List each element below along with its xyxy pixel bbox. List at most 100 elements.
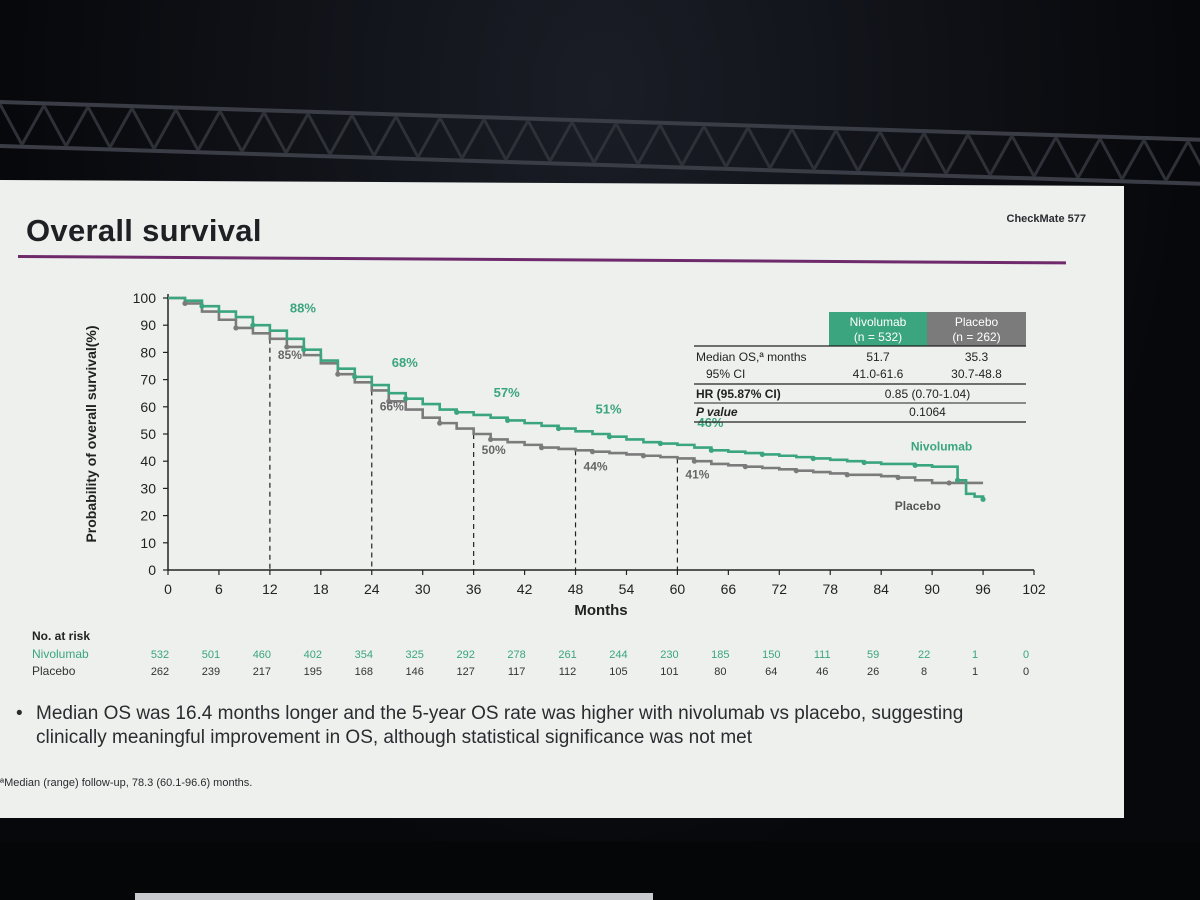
- truss-strut: [438, 117, 464, 160]
- median-os-label: Median OS,ª months: [696, 350, 807, 364]
- truss-strut: [988, 135, 1014, 176]
- truss-strut: [1010, 135, 1036, 178]
- ci-label: 95% CI: [706, 367, 745, 381]
- risk-count: 239: [202, 666, 220, 678]
- truss-strut: [900, 132, 926, 174]
- ci-nivolumab: 41.0-61.6: [853, 367, 904, 381]
- placebo-censor-mark: [895, 474, 901, 481]
- placebo-censor-mark: [488, 436, 494, 443]
- risk-count: 262: [151, 666, 169, 678]
- truss-strut: [20, 104, 46, 146]
- nivolumab-series-label: Nivolumab: [911, 439, 972, 453]
- truss-strut: [240, 111, 266, 153]
- hr-label: HR (95.87% CI): [696, 387, 781, 401]
- placebo-censor-mark: [386, 398, 392, 404]
- placebo-landmark-label: 50%: [482, 443, 506, 457]
- risk-count: 244: [609, 649, 627, 661]
- y-axis-title: Probability of overall survival(%): [83, 325, 99, 542]
- placebo-censor-mark: [335, 371, 341, 377]
- truss-strut: [42, 104, 68, 147]
- risk-count: 278: [507, 649, 525, 661]
- x-tick-label: 30: [415, 581, 431, 597]
- truss-strut: [878, 130, 904, 174]
- risk-count: 105: [609, 666, 627, 678]
- truss-strut: [108, 107, 134, 149]
- summary-text: Median OS was 16.4 months longer and the…: [36, 703, 964, 748]
- nivolumab-censor-mark: [301, 347, 307, 353]
- truss-strut: [702, 125, 728, 168]
- x-axis-title: Months: [574, 602, 627, 619]
- nivolumab-landmark-label: 57%: [494, 385, 520, 400]
- risk-count: 217: [253, 666, 271, 678]
- truss-strut: [416, 117, 442, 158]
- truss-strut: [196, 110, 222, 151]
- truss-strut: [460, 118, 486, 160]
- risk-count: 59: [867, 649, 879, 661]
- risk-count: 22: [918, 649, 930, 661]
- truss-strut: [746, 126, 772, 169]
- x-tick-label: 72: [772, 581, 788, 597]
- nivolumab-censor-mark: [708, 447, 714, 453]
- y-tick-label: 20: [140, 508, 156, 524]
- lighting-truss: [0, 100, 1200, 186]
- x-tick-label: 66: [721, 581, 737, 597]
- placebo-series-label: Placebo: [895, 499, 941, 513]
- x-tick-label: 48: [568, 581, 584, 597]
- y-tick-label: 90: [140, 317, 156, 333]
- nivolumab-censor-mark: [657, 440, 664, 447]
- truss-strut: [1120, 139, 1146, 181]
- p-value: 0.1064: [909, 405, 946, 419]
- nivolumab-censor-mark: [505, 417, 511, 423]
- risk-count: 46: [816, 666, 828, 678]
- placebo-landmark-label: 41%: [685, 467, 709, 481]
- risk-count: 112: [559, 666, 577, 678]
- risk-count: 0: [1023, 649, 1029, 661]
- placebo-censor-mark: [437, 420, 443, 426]
- x-tick-label: 96: [975, 581, 991, 597]
- x-tick-label: 78: [822, 581, 838, 597]
- truss-strut: [614, 122, 640, 165]
- truss-strut: [790, 128, 816, 171]
- nivolumab-censor-mark: [555, 425, 562, 432]
- placebo-header-cell: [927, 312, 1026, 346]
- truss-strut: [768, 128, 794, 169]
- truss-strut: [1164, 140, 1190, 182]
- truss-strut: [548, 121, 574, 163]
- risk-count: 117: [508, 666, 526, 678]
- x-tick-label: 84: [873, 581, 889, 597]
- risk-count: 1: [972, 666, 978, 678]
- y-tick-label: 60: [140, 399, 156, 415]
- risk-count: 292: [456, 649, 474, 661]
- risk-count: 325: [406, 649, 424, 661]
- truss-strut: [130, 107, 156, 150]
- risk-count: 1: [972, 649, 978, 661]
- risk-count: 111: [814, 649, 831, 661]
- placebo-censor-mark: [640, 453, 647, 459]
- truss-strut: [1142, 139, 1168, 182]
- slide-title: Overall survival: [26, 213, 262, 248]
- risk-count: 230: [660, 649, 678, 661]
- placebo-censor-mark: [844, 472, 850, 478]
- placebo-landmark-label: 44%: [584, 459, 608, 473]
- truss-strut: [1186, 140, 1200, 183]
- risk-count: 150: [762, 649, 780, 661]
- nivolumab-header-cell: [829, 312, 927, 346]
- nivolumab-censor-mark: [250, 322, 256, 328]
- truss-strut: [724, 126, 750, 168]
- truss-strut: [174, 108, 200, 151]
- y-tick-label: 30: [140, 480, 156, 496]
- truss-strut: [592, 122, 618, 164]
- placebo-censor-mark: [946, 480, 952, 486]
- truss-strut: [856, 130, 882, 172]
- risk-count: 26: [867, 666, 879, 678]
- placebo-header-n: (n = 262): [952, 330, 1000, 344]
- truss-strut: [1032, 136, 1058, 178]
- risk-label-placebo: Placebo: [32, 664, 76, 678]
- presentation-slide: Overall survival CheckMate 577 0 10 20 30 40…: [0, 180, 1124, 818]
- truss-strut: [636, 123, 662, 165]
- nivolumab-censor-mark: [912, 462, 918, 468]
- hr-value: 0.85 (0.70-1.04): [885, 387, 970, 401]
- nivolumab-censor-mark: [199, 303, 205, 309]
- x-tick-label: 42: [517, 581, 533, 597]
